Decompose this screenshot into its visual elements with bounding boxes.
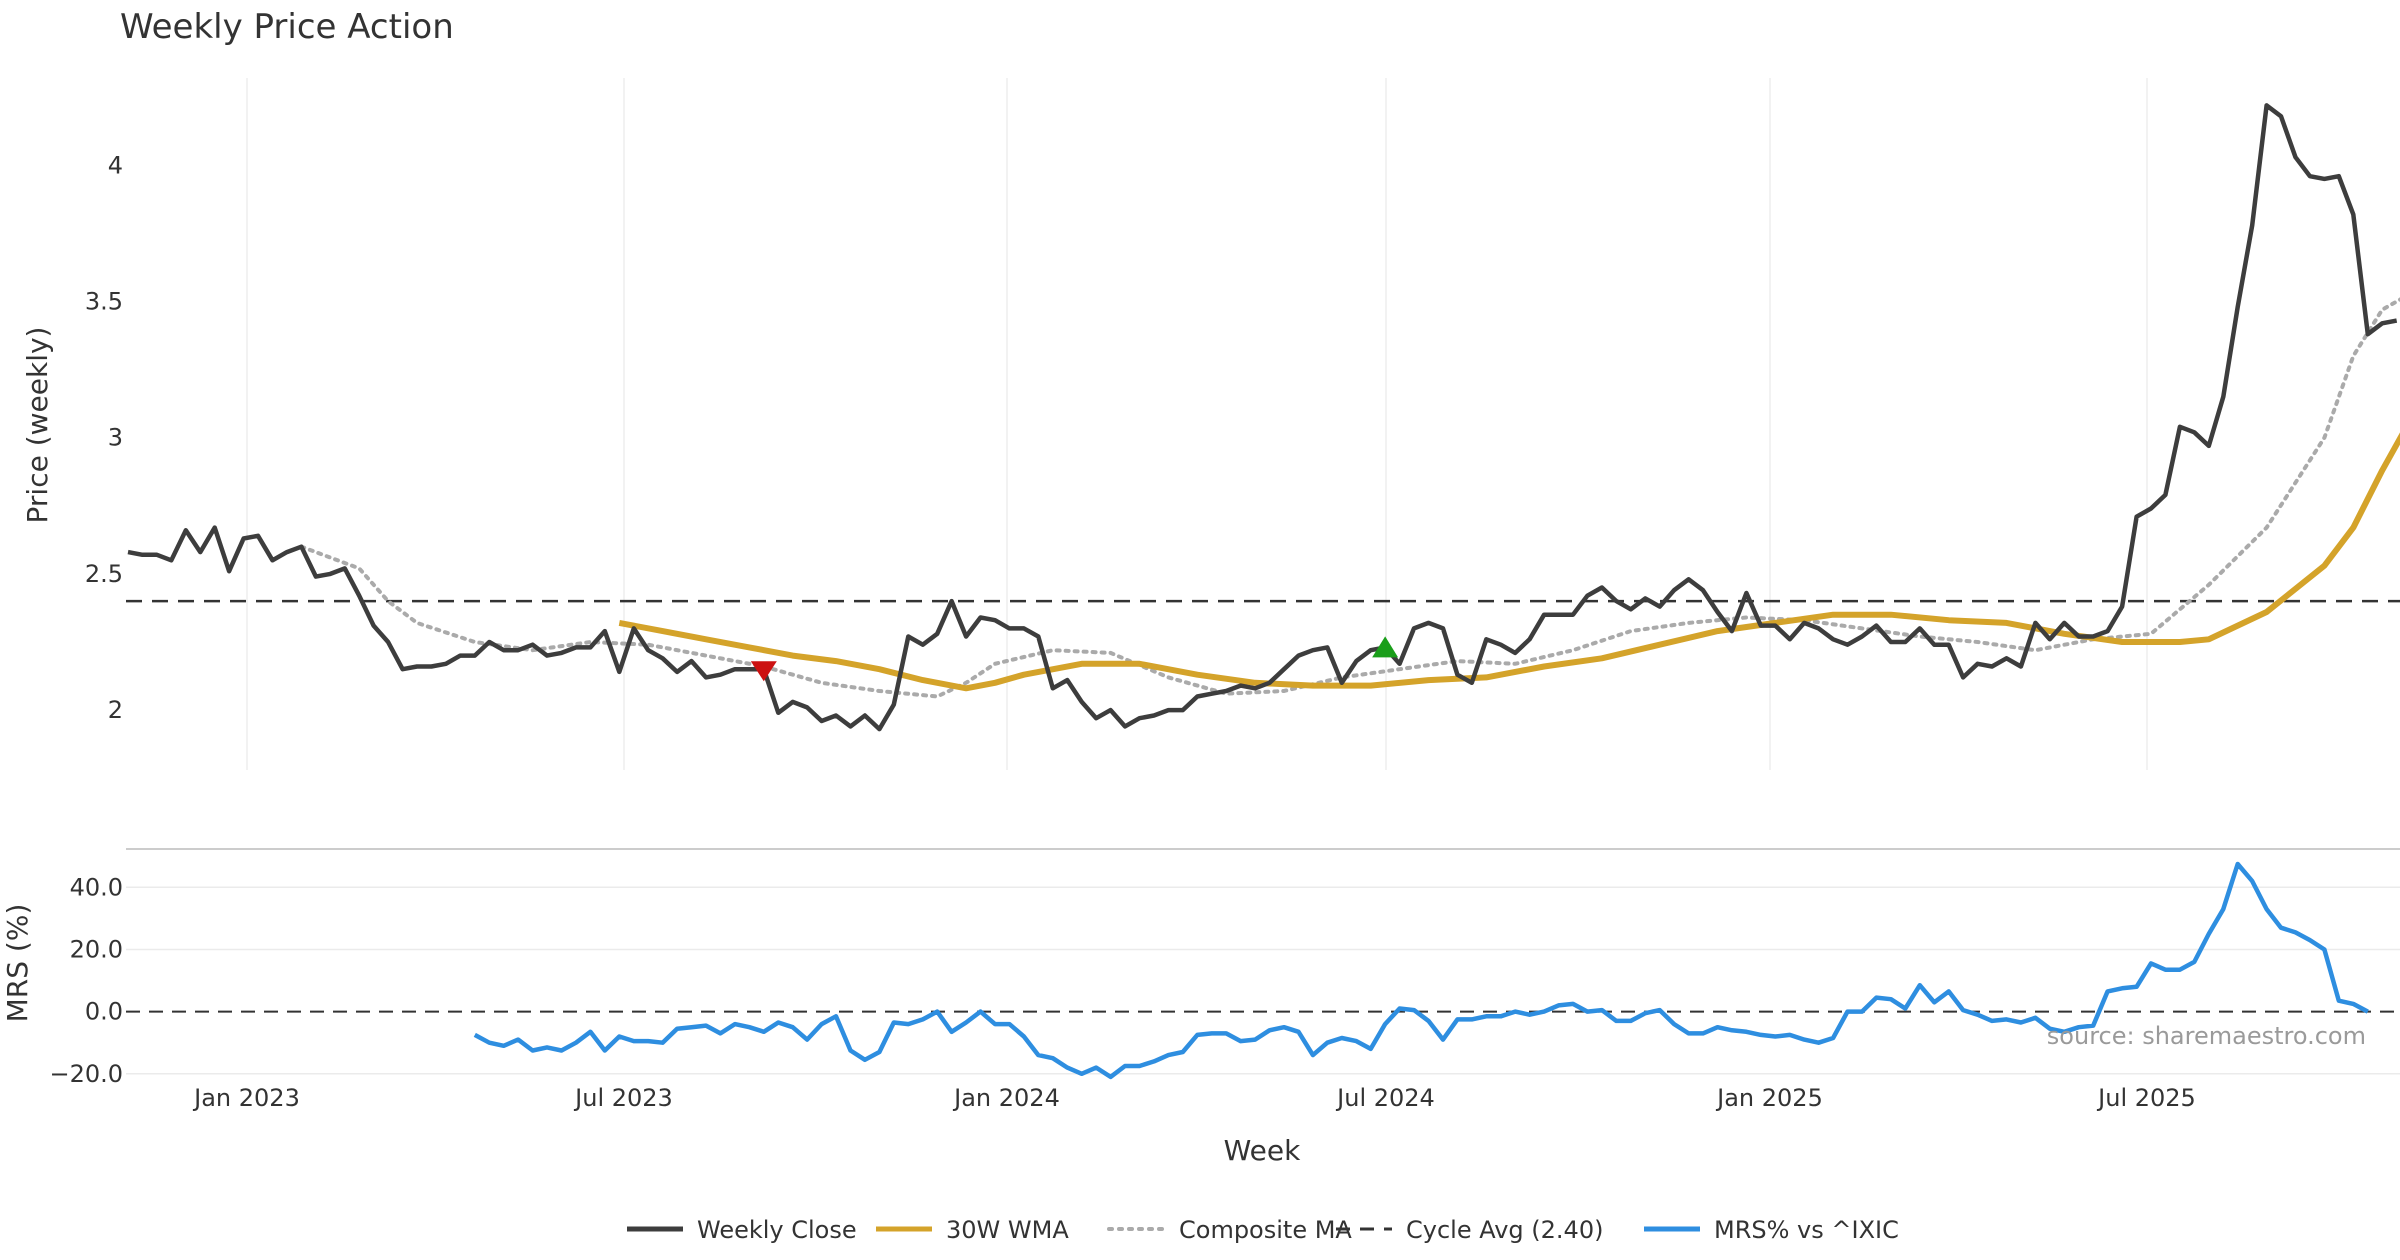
chart-title: Weekly Price Action — [120, 7, 454, 47]
legend-label: Composite MA — [1179, 1216, 1352, 1244]
x-tick-label: Jan 2023 — [192, 1084, 300, 1112]
composite-ma-line — [299, 297, 2400, 699]
price-y-tick-label: 4 — [108, 151, 123, 179]
wma-30w-line — [618, 432, 2400, 692]
source-attribution: source: sharemaestro.com — [2047, 1022, 2366, 1050]
mrs-y-tick-label: 40.0 — [70, 873, 123, 901]
sell-signal-marker — [750, 661, 777, 682]
weekly-close-line — [127, 103, 2398, 732]
price-y-tick-label: 2.5 — [85, 560, 123, 588]
x-axis-label: Week — [1224, 1134, 1301, 1167]
x-tick-label: Jan 2024 — [952, 1084, 1060, 1112]
x-tick-label: Jul 2025 — [2096, 1084, 2196, 1112]
legend-label: 30W WMA — [946, 1216, 1069, 1244]
price-y-tick-label: 3.5 — [85, 288, 123, 316]
mrs-y-tick-label: −20.0 — [49, 1060, 123, 1088]
buy-signal-marker — [1372, 636, 1399, 658]
x-axis-ticks: Jan 2023 Jul 2023 Jan 2024 Jul 2024 Jan 2025… — [192, 1084, 2196, 1112]
mrs-y-axis-label: MRS (%) — [1, 904, 34, 1023]
legend-label: MRS% vs ^IXIC — [1714, 1216, 1899, 1244]
price-gridlines — [246, 78, 2148, 770]
x-tick-label: Jul 2024 — [1335, 1084, 1435, 1112]
mrs-line — [473, 861, 2369, 1080]
x-tick-label: Jan 2025 — [1715, 1084, 1823, 1112]
x-tick-label: Jul 2023 — [573, 1084, 673, 1112]
price-y-tick-label: 3 — [108, 424, 123, 452]
mrs-y-tick-label: 20.0 — [70, 935, 123, 963]
legend-label: Weekly Close — [697, 1216, 857, 1244]
mrs-y-ticks: −20.0 0.0 20.0 40.0 — [49, 873, 123, 1087]
price-y-ticks: 2 2.5 3 3.5 4 — [85, 151, 123, 724]
price-y-axis-label: Price (weekly) — [21, 327, 54, 524]
mrs-y-tick-label: 0.0 — [85, 998, 123, 1026]
price-y-tick-label: 2 — [108, 696, 123, 724]
legend-label: Cycle Avg (2.40) — [1406, 1216, 1603, 1244]
mrs-gridlines — [126, 886, 2400, 1075]
signal-markers — [750, 636, 1399, 682]
legend: Weekly Close 30W WMA Composite MA Cycle Avg… — [627, 1216, 1899, 1244]
